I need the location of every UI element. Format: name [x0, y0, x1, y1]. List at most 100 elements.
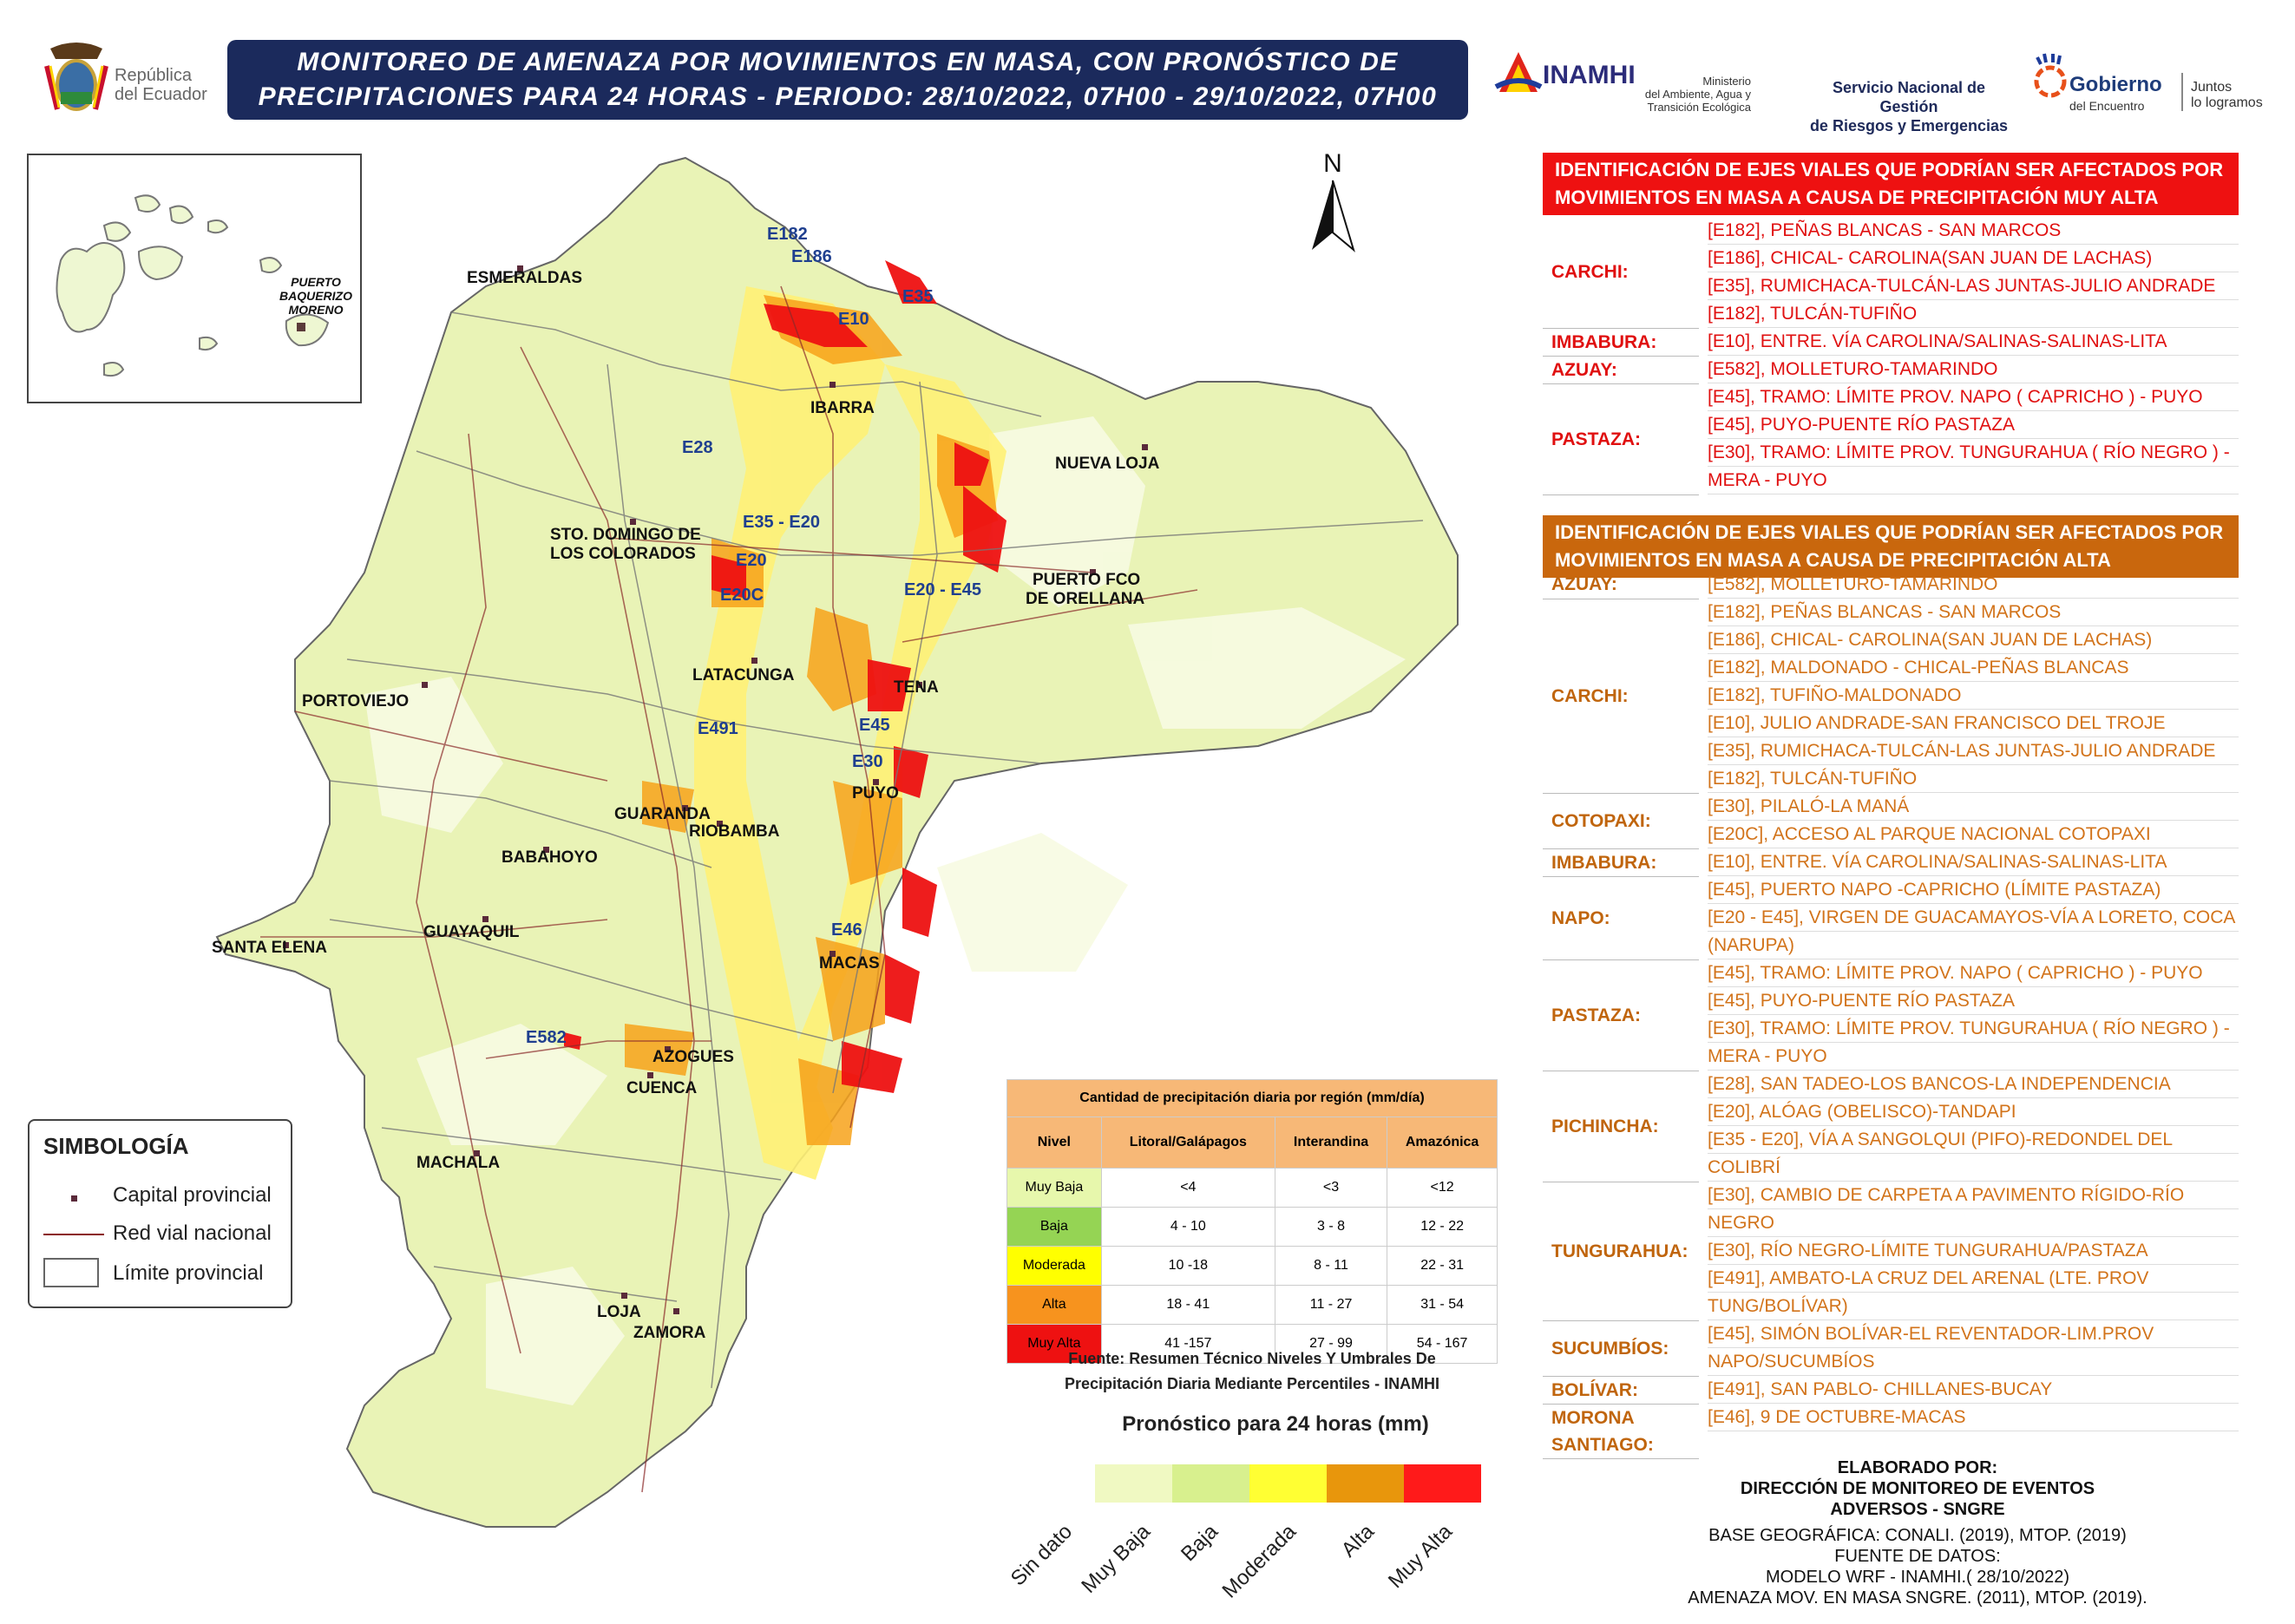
road-item: [E10], JULIO ANDRADE-SAN FRANCISCO DEL T… [1708, 710, 2239, 737]
road-item: [E30], CAMBIO DE CARPETA A PAVIMENTO RÍG… [1708, 1182, 2239, 1209]
table-source: Fuente: Resumen Técnico Niveles Y Umbral… [1064, 1350, 1440, 1392]
road-label: E20 [736, 551, 767, 570]
road-item: NEGRO [1708, 1209, 2239, 1237]
title-line-1: MONITOREO DE AMENAZA POR MOVIMIENTOS EN … [297, 48, 1399, 76]
road-item: [E45], TRAMO: LÍMITE PROV. NAPO ( CAPRIC… [1708, 959, 2239, 987]
road-label: E582 [526, 1028, 567, 1047]
road-item: [E45], PUYO-PUENTE RÍO PASTAZA [1708, 987, 2239, 1015]
road-item: [E10], ENTRE. VÍA CAROLINA/SALINAS-SALIN… [1708, 848, 2239, 876]
table-row: AZUAY: [E582], MOLLETURO-TAMARINDO [1543, 356, 2239, 384]
level-cell: Muy Alta [1007, 1324, 1102, 1364]
city-label: AZOGUES [652, 1048, 734, 1066]
title-line-2: PRECIPITACIONES PARA 24 HORAS - PERIODO:… [258, 82, 1438, 111]
national-road-network [260, 285, 1198, 1493]
road-label: E45 [859, 716, 890, 735]
symbology-item: Límite provincial [113, 1261, 264, 1285]
credits-block: ELABORADO POR: DIRECCIÓN DE MONITOREO DE… [1688, 1458, 2147, 1608]
road-item: [E35], RUMICHACA-TULCÁN-LAS JUNTAS-JULIO… [1708, 272, 2239, 300]
table-row: PASTAZA: [E45], TRAMO: LÍMITE PROV. NAPO… [1543, 959, 2239, 1071]
road-item: NAPO/SUCUMBÍOS [1708, 1348, 2239, 1376]
column-header: Interandina [1274, 1116, 1388, 1169]
table-row: CARCHI: [E182], PEÑAS BLANCAS - SAN MARC… [1543, 599, 2239, 794]
table-row: Baja 4 - 10 3 - 8 12 - 22 [1007, 1207, 1498, 1247]
symbology-item: Red vial nacional [113, 1221, 272, 1245]
province-label: COTOPAXI: [1543, 793, 1699, 849]
symbology-legend: SIMBOLOGÍA Capital provincial Red vial n… [28, 1119, 292, 1308]
juntos-logo-text: Juntos lo logramos [2191, 80, 2263, 110]
ecuador-map: PUERTO BAQUERIZO MORENO N [27, 149, 1459, 1528]
city-label: ESMERALDAS [467, 269, 582, 287]
city-label: TENA [894, 678, 939, 697]
city-label: MORENO [289, 303, 344, 317]
level-cell: Moderada [1007, 1246, 1102, 1286]
table-row: Moderada 10 -18 8 - 11 22 - 31 [1007, 1246, 1498, 1286]
table-row: CARCHI: [E182], PEÑAS BLANCAS - SAN MARC… [1543, 217, 2239, 329]
forecast-scale-title: Pronóstico para 24 horas (mm) [1122, 1412, 1429, 1436]
city-label: MACAS [819, 954, 880, 972]
inamhi-logo-text: INAMHI [1543, 61, 1636, 89]
scale-swatch-muy-baja [1172, 1464, 1249, 1503]
city-label: CUENCA [626, 1079, 698, 1097]
inamhi-logo-icon [1494, 52, 1543, 92]
scale-swatch-baja [1249, 1464, 1327, 1503]
road-item: [E182], MALDONADO - CHICAL-PEÑAS BLANCAS [1708, 654, 2239, 682]
city-label: RIOBAMBA [689, 822, 780, 841]
scale-swatch-sin-dato [1095, 1464, 1172, 1503]
table-row: Cantidad de precipitación diaria por reg… [1007, 1079, 1498, 1117]
city-label: ZAMORA [633, 1324, 706, 1342]
city-label: PORTOVIEJO [302, 692, 409, 710]
province-label: SUCUMBÍOS: [1543, 1320, 1699, 1377]
table-row: Muy Alta 41 -157 27 - 99 54 - 167 [1007, 1324, 1498, 1364]
road-item: [E20C], ACCESO AL PARQUE NACIONAL COTOPA… [1708, 821, 2239, 848]
alta-roads-table: AZUAY: [E582], MOLLETURO-TAMARINDO CARCH… [1543, 571, 2239, 1459]
road-label: E186 [791, 247, 832, 266]
symbology-item: Capital provincial [113, 1183, 272, 1207]
north-arrow-icon [1312, 180, 1333, 250]
road-item: [E20], ALÓAG (OBELISCO)-TANDAPI [1708, 1098, 2239, 1126]
table-row: MORONA SANTIAGO: [E46], 9 DE OCTUBRE-MAC… [1543, 1404, 2239, 1459]
road-line-icon [43, 1234, 104, 1235]
province-label: MORONA SANTIAGO: [1543, 1404, 1699, 1459]
gobierno-logo-text: Gobierno del Encuentro [2069, 73, 2162, 114]
road-item: [E582], MOLLETURO-TAMARINDO [1708, 356, 2239, 383]
road-item: [E45], PUYO-PUENTE RÍO PASTAZA [1708, 411, 2239, 439]
province-label: IMBABURA: [1543, 848, 1699, 877]
city-label: PUYO [852, 784, 899, 802]
road-item: [E30], TRAMO: LÍMITE PROV. TUNGURAHUA ( … [1708, 439, 2239, 467]
road-item: [E30], RÍO NEGRO-LÍMITE TUNGURAHUA/PASTA… [1708, 1237, 2239, 1265]
province-label: AZUAY: [1543, 571, 1699, 599]
province-label: TUNGURAHUA: [1543, 1182, 1699, 1321]
table-row: IMBABURA: [E10], ENTRE. VÍA CAROLINA/SAL… [1543, 848, 2239, 877]
road-label: E35 [902, 287, 934, 306]
table-row: NAPO: [E45], PUERTO NAPO -CAPRICHO (LÍMI… [1543, 876, 2239, 960]
road-label: E10 [838, 310, 869, 329]
province-label: BOLÍVAR: [1543, 1376, 1699, 1405]
city-label: GUARANDA [614, 805, 711, 823]
province-label: PASTAZA: [1543, 959, 1699, 1071]
table-title: Cantidad de precipitación diaria por reg… [1007, 1079, 1498, 1117]
city-label: LOS COLORADOS [550, 545, 696, 563]
provincial-boundaries [329, 311, 1424, 1389]
table-row: Muy Baja <4 <3 <12 [1007, 1168, 1498, 1208]
table-row: BOLÍVAR: [E491], SAN PABLO- CHILLANES-BU… [1543, 1376, 2239, 1405]
table-row: IMBABURA: [E10], ENTRE. VÍA CAROLINA/SAL… [1543, 328, 2239, 357]
city-label: BABAHOYO [502, 848, 598, 867]
road-item: [E28], SAN TADEO-LOS BANCOS-LA INDEPENDE… [1708, 1071, 2239, 1098]
province-label: PASTAZA: [1543, 383, 1699, 495]
sngre-logo-text: Servicio Nacional de Gestión de Riesgos y… [1809, 79, 2009, 134]
road-item: [E186], CHICAL- CAROLINA(SAN JUAN DE LAC… [1708, 245, 2239, 272]
scale-swatch-alta [1404, 1464, 1481, 1503]
galapagos-capital-marker [297, 323, 305, 331]
level-cell: Muy Baja [1007, 1168, 1102, 1208]
map-title: MONITOREO DE AMENAZA POR MOVIMIENTOS EN … [227, 40, 1468, 120]
city-label: SANTA ELENA [212, 939, 327, 957]
road-label: E30 [852, 752, 883, 771]
scale-swatch-moderada [1327, 1464, 1404, 1503]
provincial-capitals [283, 265, 1148, 1314]
province-label: CARCHI: [1543, 599, 1699, 794]
muy-alta-header: IDENTIFICACIÓN DE EJES VIALES QUE PODRÍA… [1543, 153, 2239, 215]
table-row: TUNGURAHUA: [E30], CAMBIO DE CARPETA A P… [1543, 1182, 2239, 1321]
city-label: PUERTO [291, 275, 341, 289]
city-label: NUEVA LOJA [1055, 455, 1160, 473]
road-item: [E30], PILALÓ-LA MANÁ [1708, 793, 2239, 821]
